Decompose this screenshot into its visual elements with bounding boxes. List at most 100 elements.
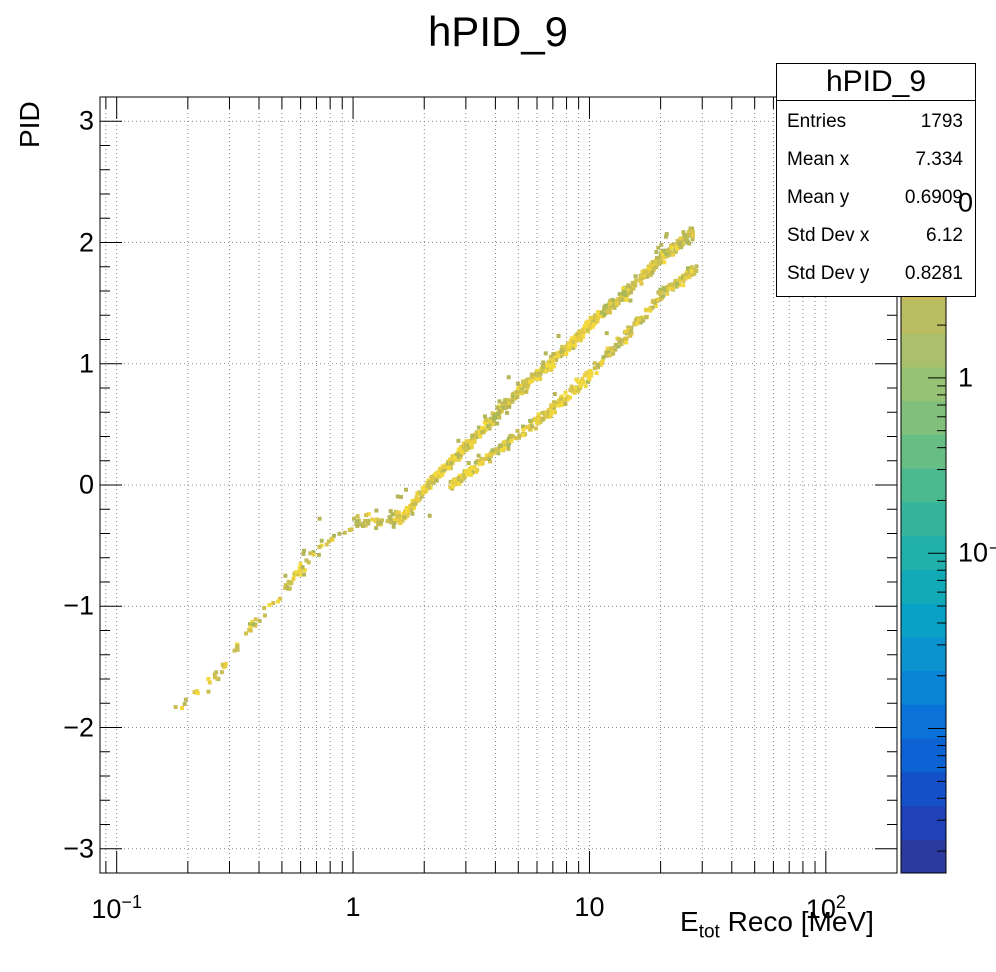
heatmap-cell bbox=[648, 272, 653, 277]
heatmap-cell bbox=[456, 476, 461, 481]
heatmap-cell bbox=[545, 410, 550, 415]
heatmap-cell bbox=[647, 307, 652, 312]
palette-cell bbox=[901, 400, 946, 435]
heatmap-cell bbox=[572, 343, 577, 348]
heatmap-cell bbox=[484, 418, 489, 423]
stats-row: Entries 1793 bbox=[777, 101, 975, 139]
heatmap-cell bbox=[484, 453, 489, 458]
stats-value: 7.334 bbox=[915, 149, 963, 170]
heatmap-cell bbox=[488, 419, 493, 424]
heatmap-cell bbox=[654, 265, 659, 270]
heatmap-cell bbox=[302, 572, 307, 577]
heatmap-cell bbox=[654, 255, 659, 260]
heatmap-cell bbox=[638, 278, 643, 283]
heatmap-cell bbox=[506, 375, 511, 380]
heatmap-cell bbox=[486, 424, 491, 429]
heatmap-cell bbox=[374, 508, 379, 513]
heatmap-cell bbox=[592, 361, 597, 366]
heatmap-cell bbox=[467, 466, 472, 471]
x-tick-label: 1 bbox=[345, 892, 361, 922]
heatmap-cell bbox=[687, 275, 692, 280]
heatmap-cell bbox=[650, 260, 655, 265]
heatmap-cell bbox=[428, 480, 433, 485]
heatmap-cell bbox=[503, 403, 508, 408]
heatmap-cell bbox=[606, 348, 611, 353]
heatmap-cell bbox=[602, 312, 607, 317]
heatmap-cell bbox=[540, 364, 545, 369]
heatmap-cell bbox=[304, 558, 309, 563]
heatmap-cell bbox=[618, 297, 623, 302]
heatmap-cell bbox=[419, 494, 424, 499]
stats-value: 1793 bbox=[920, 111, 963, 132]
heatmap-cell bbox=[467, 468, 472, 473]
heatmap-cell bbox=[405, 509, 410, 514]
heatmap-cell bbox=[524, 389, 529, 394]
heatmap-cell bbox=[517, 433, 522, 438]
heatmap-cell bbox=[571, 345, 576, 350]
heatmap-cell bbox=[588, 315, 593, 320]
heatmap-cell bbox=[301, 551, 306, 556]
heatmap-cell bbox=[679, 245, 684, 250]
heatmap-cell bbox=[363, 523, 368, 528]
heatmap-cell bbox=[635, 321, 640, 326]
grid bbox=[100, 97, 897, 873]
heatmap-cell bbox=[498, 443, 503, 448]
heatmap-cell bbox=[604, 353, 609, 358]
x-tick-label: 10−1 bbox=[91, 892, 142, 924]
heatmap-cell bbox=[300, 565, 305, 570]
heatmap-cell bbox=[453, 481, 458, 486]
heatmap-cell bbox=[409, 508, 414, 513]
heatmap-cell bbox=[541, 360, 546, 365]
heatmap-cell bbox=[525, 425, 530, 430]
heatmap-cell bbox=[412, 505, 417, 510]
heatmap-cell bbox=[573, 386, 578, 391]
heatmap-cell bbox=[628, 298, 633, 303]
heatmap-cell bbox=[436, 470, 441, 475]
heatmap-cell bbox=[605, 346, 610, 351]
heatmap-cell bbox=[492, 413, 497, 418]
heatmap-cell bbox=[652, 263, 657, 268]
heatmap-cell bbox=[552, 392, 557, 397]
heatmap-cell bbox=[283, 573, 288, 578]
heatmap-cell bbox=[669, 282, 674, 287]
plot-frame bbox=[99, 96, 898, 874]
heatmap-cell bbox=[554, 351, 559, 356]
heatmap-cell bbox=[559, 394, 564, 399]
heatmap-cell bbox=[606, 351, 611, 356]
heatmap-cell bbox=[434, 478, 439, 483]
heatmap-cell bbox=[649, 262, 654, 267]
heatmap-cell bbox=[480, 461, 485, 466]
heatmap-cell bbox=[580, 332, 585, 337]
heatmap-cell bbox=[477, 462, 482, 467]
heatmap-cell bbox=[391, 517, 396, 522]
heatmap-cell bbox=[525, 381, 530, 386]
heatmap-cell bbox=[628, 290, 633, 295]
heatmap-cell bbox=[521, 427, 526, 432]
heatmap-cell bbox=[483, 414, 488, 419]
y-tick-label: −3 bbox=[63, 833, 94, 864]
stats-row: Mean x 7.334 bbox=[777, 139, 975, 177]
heatmap-cell bbox=[515, 394, 520, 399]
heatmap-cell bbox=[349, 527, 354, 532]
heatmap-cell bbox=[559, 396, 564, 401]
heatmap-cell bbox=[388, 520, 393, 525]
heatmap-cell bbox=[319, 538, 324, 543]
heatmap-cell bbox=[556, 403, 561, 408]
heatmap-cell bbox=[613, 347, 618, 352]
heatmap-cell bbox=[477, 429, 482, 434]
heatmap-cell bbox=[501, 442, 506, 447]
heatmap-cell bbox=[355, 523, 360, 528]
heatmap-cell bbox=[355, 514, 360, 519]
heatmap-cell bbox=[592, 366, 597, 371]
heatmap-cell bbox=[655, 297, 660, 302]
heatmap-cell bbox=[376, 518, 381, 523]
stats-label: Std Dev x bbox=[787, 225, 870, 246]
heatmap-cell bbox=[506, 399, 511, 404]
palette-cell bbox=[901, 501, 946, 537]
heatmap-cell bbox=[414, 497, 419, 502]
palette-cell bbox=[901, 299, 946, 334]
heatmap-cell bbox=[412, 501, 417, 506]
palette-cell bbox=[901, 603, 946, 638]
heatmap-cell bbox=[495, 421, 500, 426]
heatmap-cell bbox=[564, 351, 569, 356]
